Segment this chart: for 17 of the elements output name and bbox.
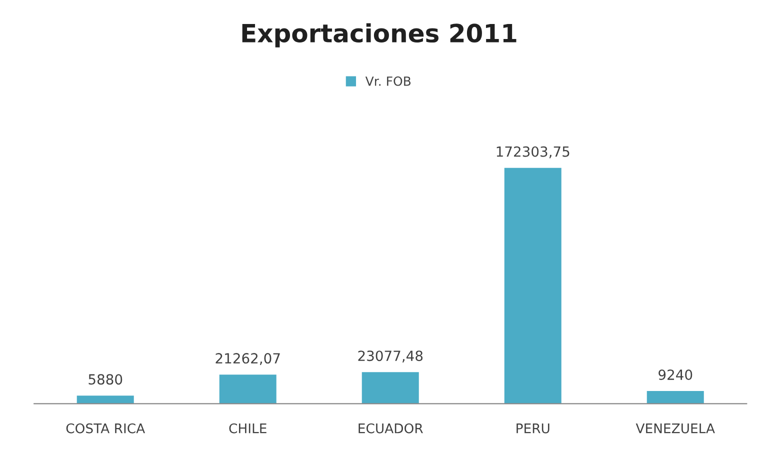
legend-label: Vr. FOB: [365, 76, 411, 86]
data-label: 21262,07: [216, 353, 280, 365]
data-label: 23077,48: [358, 350, 423, 362]
data-label: 9240: [658, 370, 692, 380]
x-tick-label: PERU: [516, 424, 550, 434]
bar: [76, 396, 134, 404]
data-label: 172303,75: [496, 146, 570, 158]
x-tick-label: COSTA RICA: [66, 423, 146, 434]
data-label: 5880: [88, 374, 122, 385]
x-tick-label: ECUADOR: [358, 423, 423, 434]
bar: [646, 391, 704, 404]
bar: [362, 372, 419, 404]
bar: [219, 374, 276, 404]
x-tick-label: VENEZUELA: [636, 424, 715, 434]
bar: [504, 168, 562, 404]
x-tick-label: CHILE: [229, 423, 266, 434]
chart-title: Exportaciones 2011: [242, 23, 516, 48]
